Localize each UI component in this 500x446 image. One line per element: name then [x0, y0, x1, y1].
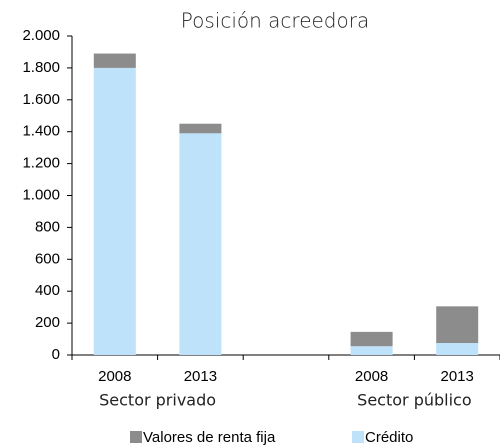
- bar-segment: [179, 123, 222, 134]
- y-tick-label: 1.400: [22, 123, 60, 140]
- chart-title: Posición acreedora: [181, 9, 369, 33]
- y-tick-label: 200: [35, 314, 60, 331]
- bar-segment: [350, 346, 393, 355]
- y-tick-label: 600: [35, 250, 60, 267]
- bar-segment: [179, 133, 222, 355]
- x-tick-label: 2008: [355, 368, 388, 385]
- bar-segment: [93, 53, 136, 68]
- legend-swatch: [130, 431, 142, 443]
- group-label: Sector público: [357, 391, 471, 410]
- bar-segment: [350, 331, 393, 347]
- group-label: Sector privado: [99, 391, 216, 410]
- x-tick-label: 2013: [441, 368, 474, 385]
- x-tick-label: 2008: [98, 368, 131, 385]
- y-tick-label: 1.000: [22, 186, 60, 203]
- bar-segment: [436, 343, 479, 355]
- legend-swatch: [352, 431, 364, 443]
- legend-label: Valores de renta fija: [143, 429, 276, 446]
- y-tick-label: 1.200: [22, 155, 60, 172]
- bar-segment: [436, 306, 479, 344]
- x-tick-label: 2013: [184, 368, 217, 385]
- y-tick-label: 1.800: [22, 59, 60, 76]
- y-tick-label: 0: [52, 346, 60, 363]
- y-tick-label: 400: [35, 282, 60, 299]
- y-tick-label: 2.000: [22, 27, 60, 44]
- y-tick-label: 800: [35, 218, 60, 235]
- y-tick-label: 1.600: [22, 91, 60, 108]
- bar-segment: [93, 67, 136, 356]
- legend-label: Crédito: [365, 429, 413, 446]
